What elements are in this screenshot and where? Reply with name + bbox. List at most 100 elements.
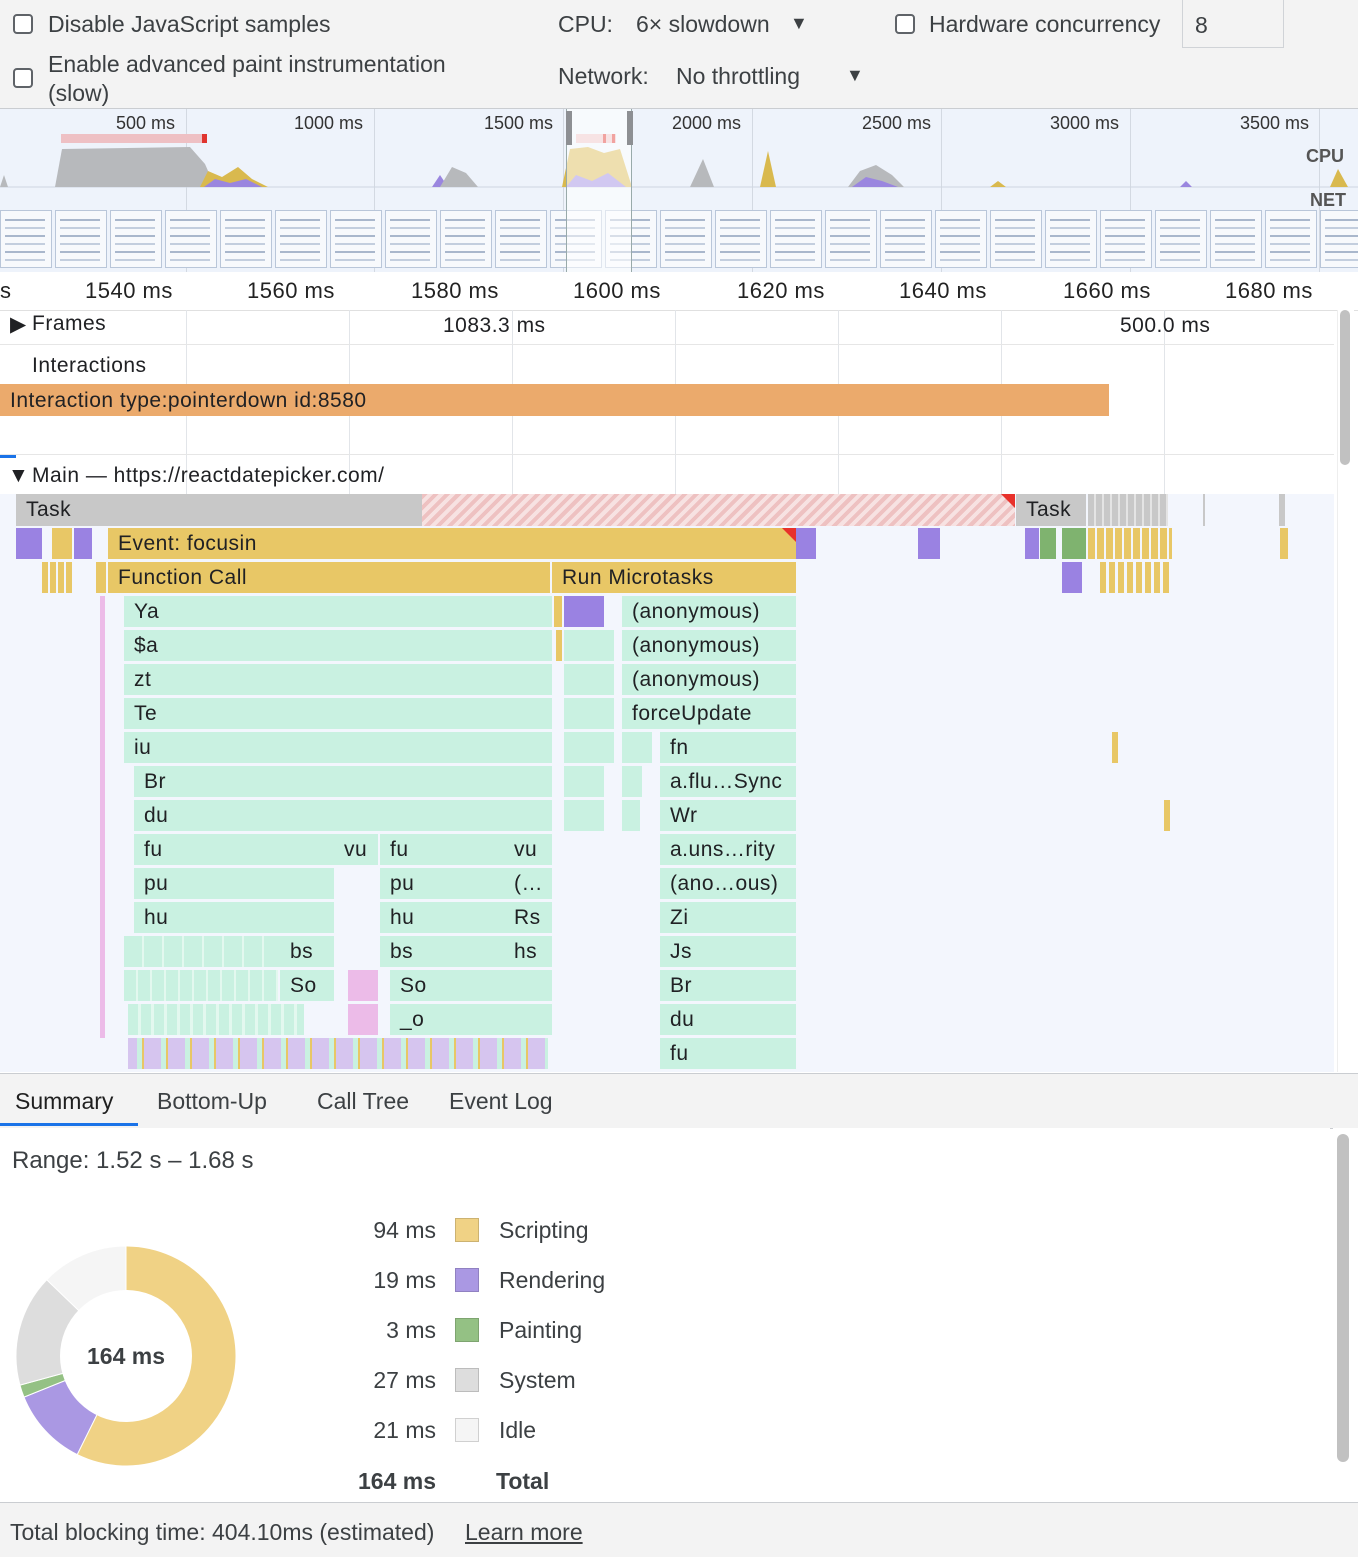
- js-block[interactable]: [622, 766, 642, 797]
- task-block[interactable]: Task: [16, 494, 422, 526]
- mid-frame[interactable]: fu: [380, 834, 504, 865]
- rendering-block[interactable]: [796, 528, 816, 559]
- scripting-block[interactable]: [556, 630, 562, 661]
- overview-selection-window[interactable]: [566, 109, 632, 272]
- mid-frame[interactable]: pu: [380, 868, 504, 899]
- filmstrip-thumbnail[interactable]: [220, 210, 272, 268]
- js-block[interactable]: [564, 732, 614, 763]
- scripting-block[interactable]: [1112, 732, 1118, 763]
- scripting-block[interactable]: [52, 528, 72, 559]
- call-frame[interactable]: Js: [660, 936, 796, 967]
- tab-summary[interactable]: Summary: [15, 1088, 114, 1114]
- filmstrip-thumbnail[interactable]: [0, 210, 52, 268]
- vertical-scrollbar[interactable]: [1337, 310, 1354, 1072]
- filmstrip-thumbnail[interactable]: [1155, 210, 1207, 268]
- filmstrip-thumbnail[interactable]: [385, 210, 437, 268]
- frames-track-label[interactable]: Frames: [32, 312, 107, 335]
- scripting-cluster[interactable]: [1100, 562, 1172, 593]
- microtask-frame[interactable]: (anonymous): [622, 630, 796, 661]
- call-frame[interactable]: fu: [660, 1038, 796, 1069]
- call-frame[interactable]: a.uns…rity: [660, 834, 796, 865]
- call-frame[interactable]: Zi: [660, 902, 796, 933]
- bs-frame[interactable]: bs: [280, 936, 334, 967]
- mid-frame[interactable]: So: [390, 970, 552, 1001]
- filmstrip-thumbnail[interactable]: [1265, 210, 1317, 268]
- right-frame[interactable]: Rs: [504, 902, 552, 933]
- filmstrip-thumbnail[interactable]: [1320, 210, 1358, 268]
- task-block[interactable]: [1279, 494, 1285, 526]
- call-frame[interactable]: Te: [124, 698, 552, 729]
- gc-block[interactable]: [348, 970, 378, 1001]
- long-task-overtime[interactable]: [422, 494, 1015, 526]
- filmstrip-thumbnail[interactable]: [165, 210, 217, 268]
- filmstrip-thumbnail[interactable]: [330, 210, 382, 268]
- js-block[interactable]: [564, 800, 604, 831]
- scripting-block[interactable]: [1164, 800, 1170, 831]
- scrollbar-thumb[interactable]: [1340, 310, 1350, 465]
- right-frame[interactable]: hs: [504, 936, 552, 967]
- js-cluster[interactable]: [124, 970, 278, 1001]
- rendering-block[interactable]: [1025, 528, 1039, 559]
- call-frame[interactable]: Wr: [660, 800, 796, 831]
- filmstrip-thumbnail[interactable]: [110, 210, 162, 268]
- call-frame[interactable]: fn: [660, 732, 796, 763]
- disable-js-checkbox[interactable]: [13, 14, 33, 34]
- task-cluster[interactable]: [1088, 494, 1168, 526]
- tab-event-log[interactable]: Event Log: [449, 1088, 553, 1114]
- call-frame[interactable]: hu: [134, 902, 334, 933]
- frame-duration[interactable]: 500.0 ms: [1120, 314, 1211, 337]
- learn-more-link[interactable]: Learn more: [465, 1519, 583, 1545]
- rendering-block[interactable]: [74, 528, 92, 559]
- microtask-frame[interactable]: (anonymous): [622, 664, 796, 695]
- right-frame[interactable]: (…: [504, 868, 552, 899]
- hardware-concurrency-input[interactable]: 8: [1182, 0, 1284, 48]
- frame-duration[interactable]: 1083.3 ms: [443, 314, 546, 337]
- call-frame[interactable]: du: [660, 1004, 796, 1035]
- event-focusin[interactable]: Event: focusin: [108, 528, 796, 559]
- collapse-triangle-icon[interactable]: ▼: [8, 464, 30, 487]
- mid-frame[interactable]: _o: [390, 1004, 552, 1035]
- filmstrip-thumbnail[interactable]: [880, 210, 932, 268]
- interaction-bar[interactable]: Interaction type:pointerdown id:8580: [0, 384, 1109, 416]
- call-frame[interactable]: pu: [134, 868, 334, 899]
- advanced-paint-checkbox[interactable]: [13, 68, 33, 88]
- scripting-cluster[interactable]: [1088, 528, 1172, 559]
- task-block[interactable]: [1203, 494, 1205, 526]
- filmstrip-thumbnail[interactable]: [990, 210, 1042, 268]
- js-cluster[interactable]: [128, 1004, 304, 1035]
- js-block[interactable]: [564, 630, 614, 661]
- call-frame[interactable]: fu: [134, 834, 334, 865]
- run-microtasks[interactable]: Run Microtasks: [552, 562, 796, 593]
- so-frame[interactable]: So: [280, 970, 334, 1001]
- call-frame[interactable]: zt: [124, 664, 552, 695]
- filmstrip-thumbnail[interactable]: [1100, 210, 1152, 268]
- filmstrip-thumbnail[interactable]: [55, 210, 107, 268]
- tab-call-tree[interactable]: Call Tree: [317, 1088, 410, 1114]
- filmstrip-thumbnail[interactable]: [275, 210, 327, 268]
- scripting-block[interactable]: [1280, 528, 1288, 559]
- call-frame[interactable]: du: [134, 800, 552, 831]
- tab-bottom-up[interactable]: Bottom-Up: [157, 1088, 267, 1114]
- rendering-block[interactable]: [918, 528, 940, 559]
- filmstrip-thumbnail[interactable]: [770, 210, 822, 268]
- chevron-down-icon[interactable]: ▼: [846, 65, 864, 85]
- painting-block[interactable]: [1062, 528, 1086, 559]
- filmstrip-thumbnail[interactable]: [1210, 210, 1262, 268]
- filmstrip-thumbnail[interactable]: [825, 210, 877, 268]
- rendering-block[interactable]: [16, 528, 42, 559]
- selection-handle-left[interactable]: [566, 111, 572, 145]
- filmstrip-thumbnail[interactable]: [495, 210, 547, 268]
- rendering-block[interactable]: [564, 596, 604, 627]
- filmstrip-thumbnail[interactable]: [1045, 210, 1097, 268]
- scripting-block[interactable]: [96, 562, 106, 593]
- timeline-overview[interactable]: 500 ms 1000 ms 1500 ms 2000 ms 2500 ms 3…: [0, 109, 1358, 272]
- vu-frame[interactable]: vu: [504, 834, 552, 865]
- mixed-cluster[interactable]: [128, 1038, 548, 1069]
- force-update-frame[interactable]: forceUpdate: [622, 698, 796, 729]
- js-block[interactable]: [622, 800, 640, 831]
- expand-triangle-icon[interactable]: ▶: [10, 313, 27, 336]
- summary-scrollbar-thumb[interactable]: [1337, 1134, 1349, 1462]
- vu-frame[interactable]: vu: [334, 834, 378, 865]
- rendering-block[interactable]: [1062, 562, 1082, 593]
- mid-frame[interactable]: hu: [380, 902, 504, 933]
